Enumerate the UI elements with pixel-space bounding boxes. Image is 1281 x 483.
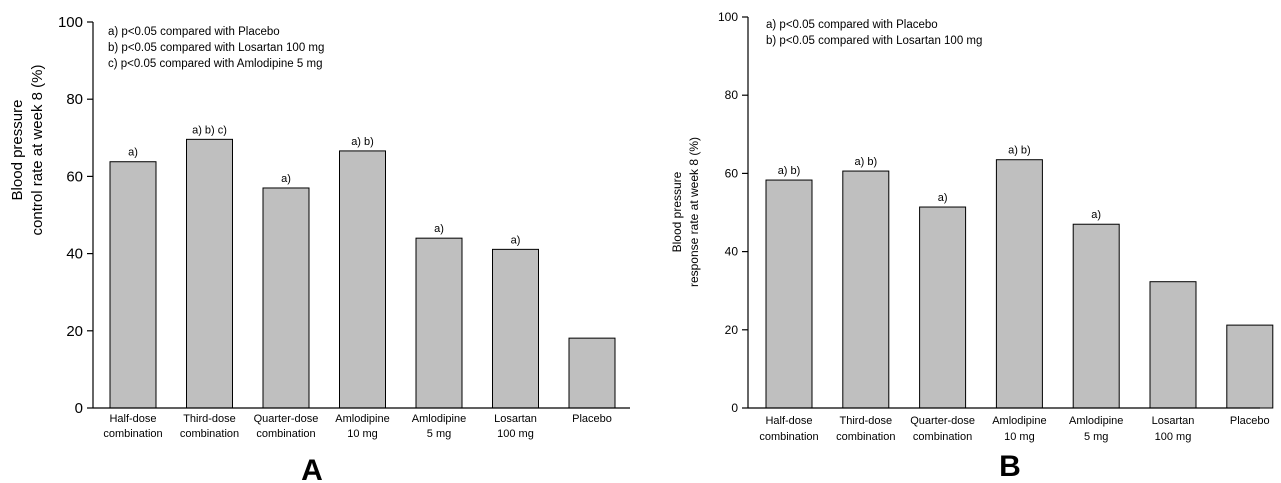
significance-annotation: a) <box>938 192 948 204</box>
x-tick-label: Amlodipine <box>992 415 1046 427</box>
significance-note: a) p<0.05 compared with Placebo <box>108 26 280 38</box>
bar-4 <box>339 150 386 409</box>
significance-annotation: a) <box>1091 209 1101 221</box>
bar-1 <box>109 161 157 409</box>
bar-2 <box>842 170 890 409</box>
significance-annotation: a) <box>128 147 138 159</box>
chart-panel-a: a) Half-dose combination a) b) c) Third-dose… <box>9 14 630 483</box>
significance-annotation: a) b) <box>778 165 801 177</box>
x-tick-label: 100 mg <box>497 428 534 440</box>
bar-7 <box>1226 324 1274 409</box>
bar-4 <box>995 159 1043 409</box>
significance-note: b) p<0.05 compared with Losartan 100 mg <box>108 42 324 54</box>
x-tick-label: combination <box>180 428 239 440</box>
x-tick-label: Amlodipine <box>335 413 389 425</box>
bar-2 <box>186 138 233 409</box>
y-tick-label: 20 <box>725 323 739 337</box>
y-tick-label: 0 <box>75 400 83 417</box>
y-tick-label: 40 <box>66 246 83 263</box>
y-axis-label: Blood pressure <box>9 100 26 201</box>
y-axis-label: response rate at week 8 (%) <box>687 137 701 287</box>
x-tick-label: 5 mg <box>1084 431 1108 443</box>
x-tick-label: combination <box>836 431 895 443</box>
x-tick-label: Third-dose <box>840 415 893 427</box>
significance-annotation: a) b) <box>351 136 374 148</box>
y-axis-label: control rate at week 8 (%) <box>29 65 46 236</box>
y-axis-label: Blood pressure <box>670 171 684 252</box>
significance-annotation: a) b) <box>1008 145 1031 157</box>
x-tick-label: combination <box>913 431 972 443</box>
x-tick-label: 5 mg <box>427 428 451 440</box>
x-tick-label: 100 mg <box>1155 431 1192 443</box>
bar-3 <box>919 206 967 409</box>
significance-annotation: a) <box>281 173 291 185</box>
x-tick-label: Half-dose <box>109 413 156 425</box>
chart-panel-b: a) b) Half-dose combination a) b) Third-dose… <box>670 10 1274 483</box>
bar-1 <box>765 179 813 409</box>
y-tick-label: 40 <box>725 245 739 259</box>
panel-label: B <box>999 450 1021 483</box>
significance-note: b) p<0.05 compared with Losartan 100 mg <box>766 35 982 47</box>
y-tick-label: 60 <box>66 168 83 185</box>
significance-annotation: a) <box>511 234 521 246</box>
x-tick-label: Placebo <box>572 413 612 425</box>
y-tick-label: 80 <box>66 91 83 108</box>
x-tick-label: Half-dose <box>765 415 812 427</box>
y-tick-label: 60 <box>725 166 739 180</box>
y-tick-label: 80 <box>725 88 739 102</box>
bar-3 <box>262 187 310 409</box>
x-tick-label: combination <box>759 431 818 443</box>
significance-annotation: a) b) <box>854 156 877 168</box>
x-tick-label: Losartan <box>1152 415 1195 427</box>
x-tick-label: 10 mg <box>1004 431 1035 443</box>
significance-note: a) p<0.05 compared with Placebo <box>766 19 938 31</box>
x-tick-label: 10 mg <box>347 428 378 440</box>
y-tick-label: 100 <box>58 14 83 31</box>
x-tick-label: Placebo <box>1230 415 1270 427</box>
y-tick-label: 100 <box>718 10 738 24</box>
x-tick-label: Amlodipine <box>412 413 466 425</box>
x-tick-label: Amlodipine <box>1069 415 1123 427</box>
significance-annotation: a) <box>434 223 444 235</box>
x-tick-label: Losartan <box>494 413 537 425</box>
significance-annotation: a) b) c) <box>192 124 227 136</box>
x-tick-label: Quarter-dose <box>254 413 319 425</box>
x-tick-label: Third-dose <box>183 413 236 425</box>
bar-6 <box>492 248 539 409</box>
significance-note: c) p<0.05 compared with Amlodipine 5 mg <box>108 58 322 70</box>
x-tick-label: combination <box>256 428 315 440</box>
x-tick-label: combination <box>103 428 162 440</box>
bar-7 <box>568 337 616 409</box>
x-tick-label: Quarter-dose <box>910 415 975 427</box>
bar-5 <box>415 237 463 409</box>
bar-5 <box>1072 223 1120 409</box>
y-tick-label: 0 <box>731 401 738 415</box>
bar-6 <box>1149 281 1197 409</box>
panel-label: A <box>301 454 323 483</box>
y-tick-label: 20 <box>66 323 83 340</box>
